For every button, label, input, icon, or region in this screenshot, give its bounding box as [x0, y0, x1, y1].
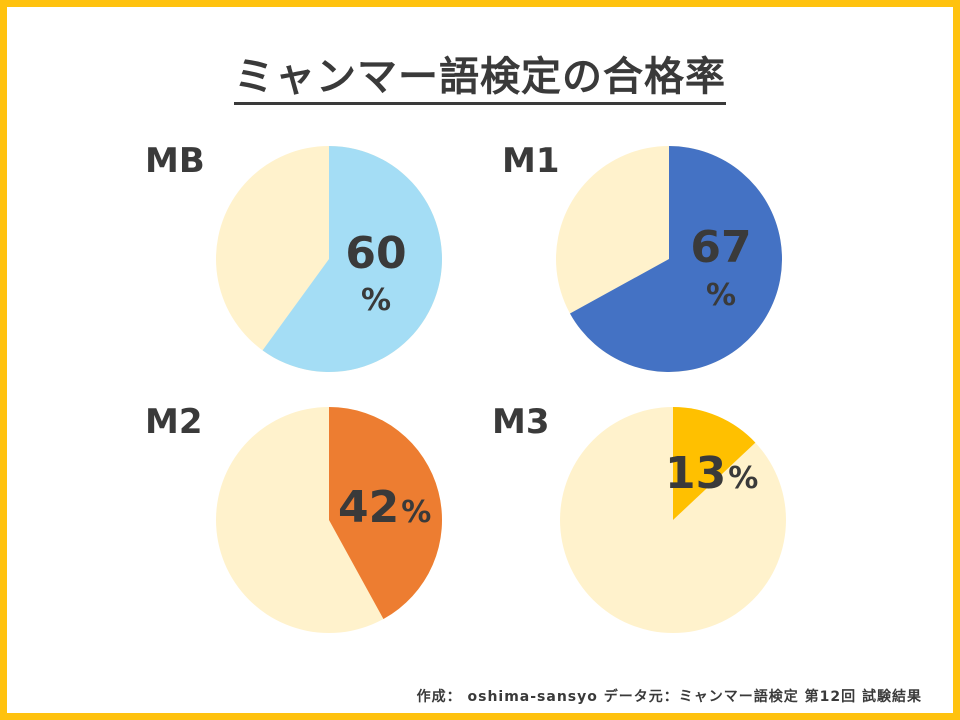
pie-value-slice [329, 407, 442, 620]
pie-data-label: 13% [665, 448, 758, 499]
pie-data-label: 67 [690, 222, 751, 273]
pie-title: M3 [492, 402, 550, 442]
pie-data-label: 60 [345, 228, 406, 279]
pie-value-slice [569, 146, 782, 372]
pie-title: M1 [502, 141, 560, 181]
pie-value-slice [673, 407, 756, 520]
pie-title: MB [145, 141, 205, 181]
chart-title-text: ミャンマー語検定の合格率 [234, 54, 726, 105]
pie-m1: M1 67% [502, 141, 782, 372]
pie-m3: M3 13% [492, 402, 786, 633]
pie-value-slice [262, 146, 443, 372]
pie-title: M2 [145, 402, 203, 442]
source-note: 作成： oshima-sansyo データ元：ミャンマー語検定 第12回 試験結… [416, 689, 922, 705]
pie-data-label: 42% [338, 482, 431, 533]
pie-m2: M2 42% [145, 402, 442, 633]
pie-data-unit: % [706, 278, 736, 313]
pie-data-unit: % [361, 283, 391, 318]
chart-frame [7, 7, 953, 713]
pie-mb: MB 60% [145, 141, 443, 372]
chart-title: ミャンマー語検定の合格率 [0, 44, 960, 105]
